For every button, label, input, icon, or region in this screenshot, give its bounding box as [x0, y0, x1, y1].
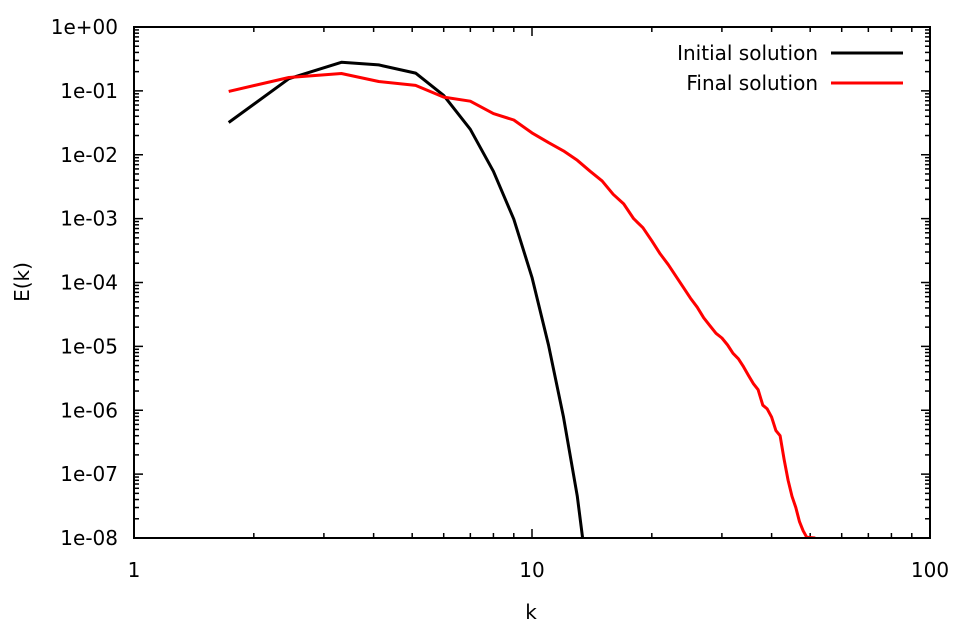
legend-label-final: Final solution	[686, 71, 818, 95]
y-tick-label: 1e-02	[60, 143, 118, 167]
y-tick-label: 1e-04	[60, 271, 118, 295]
y-tick-label: 1e+00	[51, 15, 118, 39]
legend-label-initial: Initial solution	[677, 41, 818, 65]
series-line-final	[228, 72, 816, 538]
y-tick-label: 1e-06	[60, 398, 118, 422]
plot-frame	[133, 26, 931, 539]
series-line-initial	[227, 60, 585, 538]
labels-layer: 1 10 100 1e+00 1e-01 1e-02 1e-03 1e-04 1e-05 1e-0…	[51, 15, 949, 582]
x-tick-label: 100	[911, 558, 949, 582]
x-tick-label: 1	[128, 558, 141, 582]
y-tick-label: 1e-07	[60, 462, 118, 486]
series-layer	[227, 60, 816, 538]
legend: Initial solution Final solution	[677, 41, 903, 95]
y-tick-label: 1e-05	[60, 334, 118, 358]
y-axis-title: E(k)	[10, 262, 34, 302]
y-tick-label: 1e-03	[60, 207, 118, 231]
y-tick-label: 1e-01	[60, 79, 118, 103]
x-tick-label: 10	[519, 558, 544, 582]
x-axis-title: k	[525, 600, 537, 624]
y-tick-label: 1e-08	[60, 526, 118, 550]
